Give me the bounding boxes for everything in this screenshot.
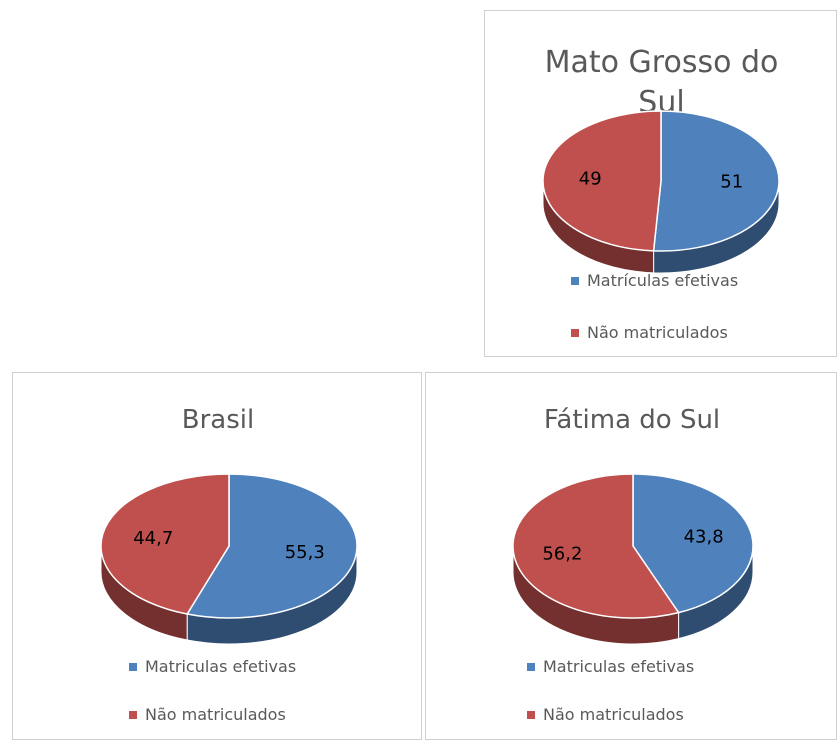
legend-item: Matrículas efetivas [571,271,738,290]
chart-panel: Brasil 55,3 44,7 Matriculas efetivas Não mat… [12,372,422,740]
pie-slice-top [512,473,680,619]
pie-slice-top [542,110,662,252]
legend-label: Matrículas efetivas [587,271,739,290]
chart-title: Brasil [181,405,255,435]
data-label: 43,8 [684,527,724,548]
pie-slice-top [652,110,780,252]
legend-swatch [571,328,579,337]
pie: 55,3 44,7 [100,473,358,645]
data-label: 49 [579,169,602,190]
pie-slice [512,473,680,645]
pie-slice [542,110,662,274]
data-label: 56,2 [542,543,582,564]
chart-title: Fátima do Sul [543,405,721,435]
data-label: 51 [720,171,743,192]
pie-slice-top [100,473,230,615]
legend-swatch [527,710,535,719]
legend-item: Não matriculados [571,323,728,342]
pie-slice-top [632,473,754,614]
legend-item: Matriculas efetivas [129,657,296,676]
pie-slice [100,473,230,641]
chart-panel: Mato Grosso do Sul 51 49 Matrículas efetiva… [484,10,837,357]
data-label: 55,3 [285,542,325,563]
legend-swatch [527,662,535,671]
pie: 51 49 [542,110,780,274]
legend-label: Matriculas efetivas [543,657,695,676]
pie: 43,8 56,2 [512,473,754,645]
chart-panel: Fátima do Sul 43,8 56,2 Matriculas efetivas… [425,372,837,740]
legend-item: Não matriculados [129,705,286,724]
data-label: 44,7 [133,528,173,549]
legend-label: Não matriculados [543,705,684,724]
legend-label: Não matriculados [587,323,728,342]
legend-swatch [571,276,579,285]
legend-label: Matriculas efetivas [145,657,297,676]
legend-item: Não matriculados [527,705,684,724]
legend-swatch [129,710,137,719]
legend-swatch [129,662,137,671]
pie-slice [632,473,754,640]
pie-slice [652,110,780,274]
legend-item: Matriculas efetivas [527,657,694,676]
legend-label: Não matriculados [145,705,286,724]
